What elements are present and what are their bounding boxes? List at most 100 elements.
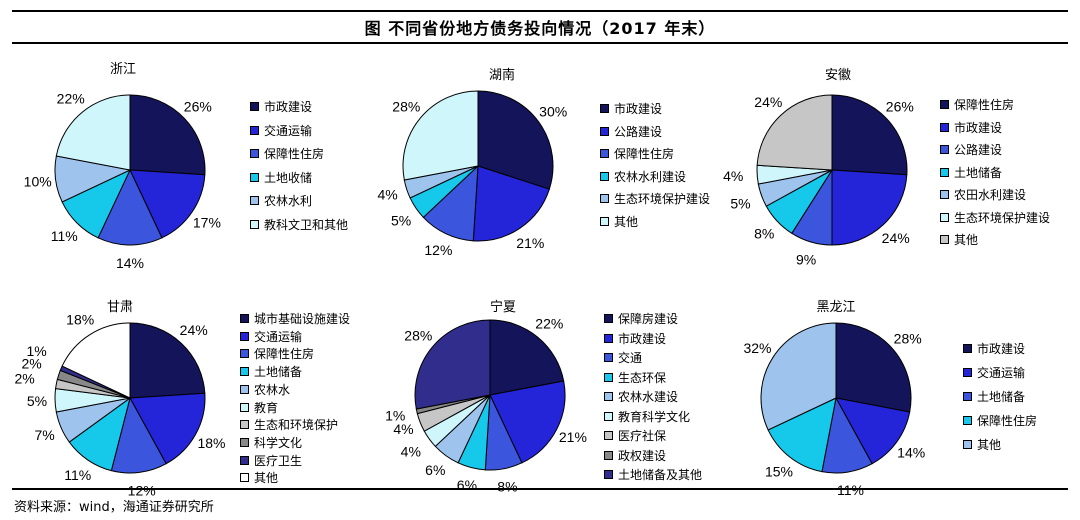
legend-label: 市政建设 (977, 342, 1026, 356)
legend-label: 科学文化 (254, 435, 303, 450)
legend-item: 农林水利建设 (600, 168, 686, 185)
legend-label: 其他 (614, 214, 639, 229)
slice-label: 28% (894, 331, 922, 347)
pie-slice (54, 388, 131, 413)
slice-label: 22% (535, 315, 563, 331)
legend-swatch (940, 235, 949, 244)
legend-label: 生态环境保护建设 (954, 210, 1051, 225)
legend-label: 农林水利 (264, 194, 313, 208)
pie-slice (489, 380, 566, 464)
slice-label: 12% (424, 242, 452, 258)
legend-swatch (604, 314, 613, 323)
legend-item: 市政建设 (940, 119, 1002, 136)
pie-slice (821, 396, 873, 474)
legend-label: 市政建设 (618, 331, 667, 346)
slice-label: 4% (401, 444, 421, 460)
pie-title: 甘肃 (106, 300, 134, 315)
legend-item: 农林水 (240, 381, 290, 398)
legend-item: 医疗社保 (604, 427, 666, 444)
legend-item: 其他 (600, 213, 638, 230)
legend-label: 交通运输 (264, 123, 313, 138)
pie-slice (402, 90, 479, 181)
legend-swatch (604, 392, 613, 401)
legend-swatch (963, 344, 972, 353)
legend-label: 农林水利建设 (614, 169, 687, 184)
legend-item: 交通 (604, 349, 642, 366)
slice-label: 28% (392, 99, 420, 115)
legend-swatch (600, 104, 609, 113)
pie-slice (129, 169, 206, 239)
legend-item: 生态环境保护建设 (940, 209, 1050, 226)
legend-swatch (240, 384, 249, 394)
legend-swatch (250, 172, 259, 182)
legend-label: 教育 (254, 400, 279, 415)
pie-slice (835, 397, 911, 465)
pie-title: 安徽 (824, 68, 852, 83)
legend-item: 交通运输 (963, 364, 1025, 381)
legend-item: 教科文卫和其他 (250, 216, 348, 233)
pie-slice (423, 394, 491, 448)
pie-title: 宁夏 (489, 300, 517, 315)
legend-item: 农林水建设 (604, 388, 678, 405)
pie-slice (422, 164, 479, 242)
legend-item: 政权建设 (604, 447, 666, 464)
pie-slice (129, 94, 206, 176)
legend-swatch (940, 100, 949, 109)
pie-slice (414, 319, 491, 410)
slice-label: 21% (516, 235, 544, 251)
slice-label: 8% (754, 226, 774, 242)
pie-slice (767, 397, 837, 473)
legend-item: 保障性住房 (940, 96, 1014, 113)
slice-label: 18% (66, 312, 94, 328)
legend-swatch (604, 333, 613, 343)
slice-label: 14% (116, 255, 144, 271)
slice-label: 5% (391, 212, 411, 228)
legend-label: 城市基础设施建设 (254, 312, 351, 326)
bottom-divider (12, 488, 1068, 490)
slice-label: 22% (57, 90, 85, 106)
pie-slice (129, 322, 206, 399)
slice-label: 15% (765, 464, 793, 480)
legend-swatch (600, 216, 609, 226)
slice-label: 1% (26, 343, 46, 359)
legend-item: 土地储备 (963, 388, 1025, 405)
figure-title: 图 不同省份地方债务投向情况（2017 年末） (364, 19, 716, 38)
legend-item: 医疗卫生 (240, 452, 302, 469)
legend-swatch (250, 102, 259, 111)
legend-swatch (240, 455, 249, 465)
pie-slice (129, 392, 206, 465)
slice-label: 24% (882, 230, 910, 246)
legend-swatch (963, 440, 972, 449)
legend-swatch (240, 420, 249, 430)
legend-label: 农林水建设 (618, 390, 679, 404)
legend-label: 农田水利建设 (954, 188, 1027, 202)
pie-slice (791, 168, 833, 246)
slice-label: 17% (193, 214, 221, 230)
legend-swatch (940, 122, 949, 132)
legend-label: 土地储备 (977, 390, 1026, 404)
pie-slice (831, 169, 908, 246)
figure-title-bar: 图 不同省份地方债务投向情况（2017 年末） (12, 10, 1068, 44)
legend-item: 农田水利建设 (940, 186, 1026, 203)
legend-item: 农林水利 (250, 192, 312, 209)
pie-slice (68, 396, 131, 472)
legend-item: 其他 (940, 231, 978, 248)
legend-label: 其他 (254, 471, 279, 486)
legend-swatch (600, 126, 609, 136)
legend-item: 公路建设 (940, 141, 1002, 158)
legend-label: 其他 (954, 233, 979, 247)
pie-slice (457, 394, 491, 471)
pie-slice (409, 165, 479, 219)
legend-label: 医疗卫生 (254, 453, 303, 468)
pie-slice (757, 169, 833, 207)
legend-swatch (604, 450, 613, 460)
pie-slice (97, 168, 163, 246)
pie-title: 浙江 (109, 62, 137, 77)
pie-title: 黑龙江 (816, 300, 856, 315)
legend-label: 生态环境保护建设 (614, 192, 711, 206)
legend-label: 医疗社保 (618, 429, 667, 443)
pie-slice (484, 394, 523, 471)
